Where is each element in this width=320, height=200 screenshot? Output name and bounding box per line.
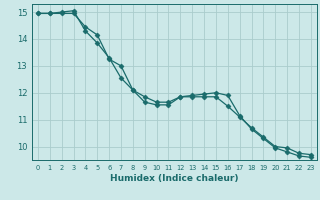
X-axis label: Humidex (Indice chaleur): Humidex (Indice chaleur): [110, 174, 239, 183]
